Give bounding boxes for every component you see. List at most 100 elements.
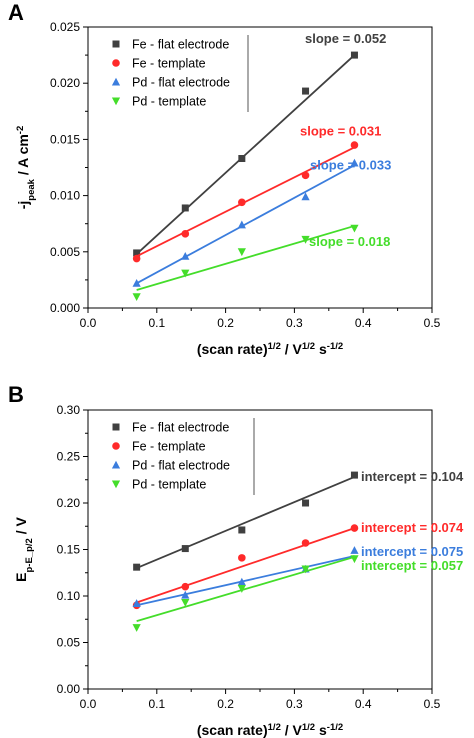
data-point xyxy=(302,87,310,95)
annotation-label: intercept = 0.074 xyxy=(361,520,464,535)
data-point xyxy=(132,599,141,607)
x-tick-label: 0.1 xyxy=(148,697,165,711)
legend-marker xyxy=(112,442,120,450)
data-point xyxy=(237,585,246,593)
data-point xyxy=(181,590,190,599)
series-pd-flat-electrode: slope = 0.033 xyxy=(132,157,391,287)
chart-panel-a: A 0.0 0.1 0.2 0.3 0.4 0.5 0.000 0.005 0.010 0.015 0… xyxy=(8,0,441,357)
data-point xyxy=(181,251,190,260)
legend: Fe - flat electrode Fe - template Pd - fla… xyxy=(111,35,249,112)
legend-entry: Fe - flat electrode xyxy=(132,421,229,435)
x-tick-label: 0.1 xyxy=(148,316,165,330)
y-tick-label: 0.15 xyxy=(57,543,81,557)
data-point xyxy=(181,230,190,238)
data-point xyxy=(350,546,359,554)
legend-entry: Pd - template xyxy=(132,95,206,109)
data-point xyxy=(302,499,310,507)
y-tick-label: 0.20 xyxy=(57,496,81,510)
data-point xyxy=(301,192,310,201)
annotation-label: intercept = 0.104 xyxy=(361,469,464,484)
data-point xyxy=(132,278,141,287)
x-tick-label: 0.2 xyxy=(217,697,234,711)
data-point xyxy=(301,565,310,574)
data-point xyxy=(350,555,359,564)
annotation-label: slope = 0.052 xyxy=(305,31,386,46)
annotation-label: slope = 0.018 xyxy=(309,234,390,249)
fit-line xyxy=(136,164,355,285)
data-point xyxy=(350,524,359,532)
series-fe-template: slope = 0.031 xyxy=(132,123,381,263)
legend-entry: Fe - template xyxy=(132,440,206,454)
fit-line xyxy=(136,555,355,607)
y-axis-label: Ep-E_p/2 / V xyxy=(13,517,35,582)
data-point xyxy=(181,269,190,278)
x-tick-label: 0.0 xyxy=(80,697,97,711)
y-tick-label: 0.10 xyxy=(57,589,81,603)
data-point xyxy=(350,224,359,233)
legend-entry: Pd - flat electrode xyxy=(132,459,230,473)
x-tick-label: 0.4 xyxy=(355,316,372,330)
data-point xyxy=(350,141,359,149)
series-fe-flat-electrode: slope = 0.052 xyxy=(133,31,386,257)
y-axis-label: -jpeak / A cm-2 xyxy=(15,126,37,210)
y-tick-label: 0.005 xyxy=(50,245,80,259)
data-point xyxy=(301,539,310,547)
x-tick-label: 0.2 xyxy=(217,316,234,330)
series-fe-template: intercept = 0.074 xyxy=(132,520,464,610)
series-pd-flat-electrode: intercept = 0.075 xyxy=(132,544,463,607)
legend-marker xyxy=(112,423,120,431)
data-point xyxy=(237,577,246,586)
panel-letter: A xyxy=(8,0,24,25)
data-point xyxy=(238,155,246,163)
y-tick-label: 0.010 xyxy=(50,189,80,203)
data-point xyxy=(133,563,141,571)
fit-line xyxy=(136,556,355,622)
fit-line xyxy=(136,476,355,569)
legend-marker xyxy=(112,40,120,48)
annotation-label: intercept = 0.075 xyxy=(361,544,463,559)
panel-letter: B xyxy=(8,382,24,407)
y-tick-label: 0.025 xyxy=(50,20,80,34)
series-fe-flat-electrode: intercept = 0.104 xyxy=(133,469,464,571)
data-point xyxy=(238,198,246,207)
annotation-label: slope = 0.033 xyxy=(310,157,391,172)
data-point xyxy=(237,220,246,229)
x-tick-label: 0.5 xyxy=(424,316,441,330)
data-point xyxy=(181,582,190,591)
x-tick-label: 0.4 xyxy=(355,697,372,711)
y-tick-label: 0.000 xyxy=(50,301,80,315)
annotation-label: slope = 0.031 xyxy=(300,123,381,138)
y-tick-label: 0.015 xyxy=(50,132,80,146)
data-point xyxy=(181,204,189,212)
legend-entry: Fe - template xyxy=(132,57,206,71)
data-point xyxy=(301,171,310,180)
y-tick-label: 0.25 xyxy=(57,450,81,464)
data-point xyxy=(238,554,246,562)
fit-line xyxy=(136,225,355,291)
legend-marker xyxy=(111,77,121,86)
chart-panel-b: B 0.0 0.1 0.2 0.3 0.4 0.5 0.00 0.05 0.10 0.15 0.20 0… xyxy=(8,382,464,738)
data-point xyxy=(350,51,358,59)
x-tick-label: 0.3 xyxy=(286,697,303,711)
data-point xyxy=(133,249,141,257)
legend-entry: Fe - flat electrode xyxy=(132,38,229,52)
legend-marker xyxy=(112,59,120,67)
data-point xyxy=(350,158,359,167)
legend-marker xyxy=(111,460,121,469)
legend: Fe - flat electrode Fe - template Pd - fla… xyxy=(111,418,255,495)
series-pd-template: slope = 0.018 xyxy=(132,224,390,302)
legend-marker xyxy=(111,480,121,489)
x-tick-label: 0.0 xyxy=(80,316,97,330)
data-point xyxy=(181,599,190,607)
y-tick-label: 0.020 xyxy=(50,76,80,90)
fit-line xyxy=(136,527,355,604)
annotation-label: intercept = 0.057 xyxy=(361,558,463,573)
x-axis-label: (scan rate)1/2 / V1/2 s-1/2 xyxy=(197,722,343,738)
data-point xyxy=(301,235,310,244)
legend-entry: Pd - template xyxy=(132,478,206,492)
data-point xyxy=(237,248,246,257)
x-axis-label: (scan rate)1/2 / V1/2 s-1/2 xyxy=(197,341,343,358)
y-tick-label: 0.30 xyxy=(57,403,81,417)
data-point xyxy=(132,254,141,263)
